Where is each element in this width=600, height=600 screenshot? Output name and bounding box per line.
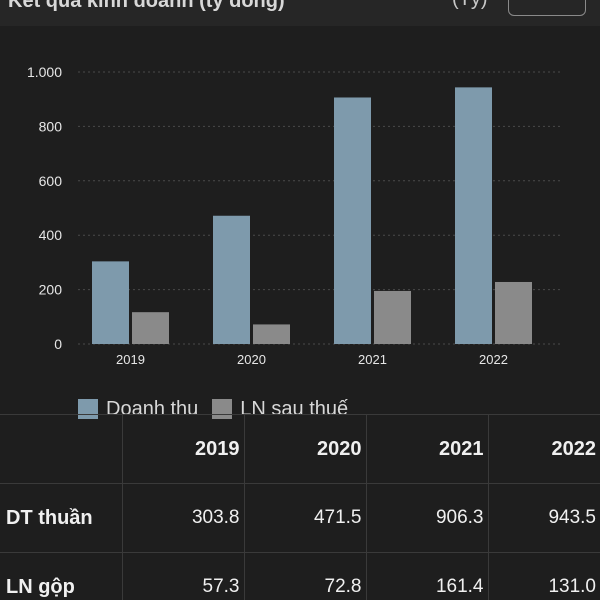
table-cell: 906.3 xyxy=(366,483,489,553)
table-row: LN gộp 57.3 72.8 161.4 131.0 xyxy=(0,552,600,600)
chart-container: 0 200 400 600 800 1.000 2019 2020 2021 2022 Doanh… xyxy=(0,26,600,420)
table-header-cell: 2022 xyxy=(488,414,600,484)
table-header-row: 2019 2020 2021 2022 xyxy=(0,414,600,484)
row-label: DT thuần xyxy=(0,483,123,553)
table-cell: 943.5 xyxy=(488,483,600,553)
table-header-cell: 2020 xyxy=(244,414,367,484)
bar-doanh-thu xyxy=(334,97,371,345)
y-tick-label: 600 xyxy=(39,173,63,189)
table-cell: 471.5 xyxy=(244,483,367,553)
unit-label: (Tỷ) xyxy=(452,0,488,11)
y-tick-label: 200 xyxy=(39,282,63,298)
bar-chart: 0 200 400 600 800 1.000 2019 2020 2021 2022 xyxy=(27,64,562,367)
table-header-cell: 2021 xyxy=(366,414,489,484)
header-bar: Kết quả kinh doanh (tỷ đồng) (Tỷ) xyxy=(0,0,600,26)
bar-doanh-thu xyxy=(92,261,129,344)
bar-ln-sau-thue xyxy=(495,281,532,344)
y-tick-label: 1.000 xyxy=(27,64,62,80)
page-title: Kết quả kinh doanh (tỷ đồng) xyxy=(8,0,285,12)
financial-table: 2019 2020 2021 2022 DT thuần 303.8 471.5… xyxy=(0,414,600,600)
table-cell: 131.0 xyxy=(488,552,600,600)
x-tick-label: 2019 xyxy=(116,352,145,367)
bar-doanh-thu xyxy=(455,87,492,345)
bar-doanh-thu xyxy=(213,215,250,344)
table-cell: 303.8 xyxy=(122,483,245,553)
x-tick-label: 2021 xyxy=(358,352,387,367)
y-tick-label: 400 xyxy=(39,227,63,243)
table-row: DT thuần 303.8 471.5 906.3 943.5 xyxy=(0,483,600,553)
x-tick-label: 2020 xyxy=(237,352,266,367)
table-cell: 57.3 xyxy=(122,552,245,600)
y-tick-label: 800 xyxy=(39,118,63,134)
y-tick-label: 0 xyxy=(54,336,62,352)
period-toggle-button[interactable] xyxy=(508,0,586,16)
table-cell: 161.4 xyxy=(366,552,489,600)
table-cell: 72.8 xyxy=(244,552,367,600)
x-tick-label: 2022 xyxy=(479,352,508,367)
table-header-cell: 2019 xyxy=(122,414,245,484)
bar-ln-sau-thue xyxy=(132,312,169,344)
bar-ln-sau-thue xyxy=(253,324,290,344)
row-label: LN gộp xyxy=(0,552,123,600)
table-header-cell xyxy=(0,414,123,484)
bar-ln-sau-thue xyxy=(374,290,411,344)
